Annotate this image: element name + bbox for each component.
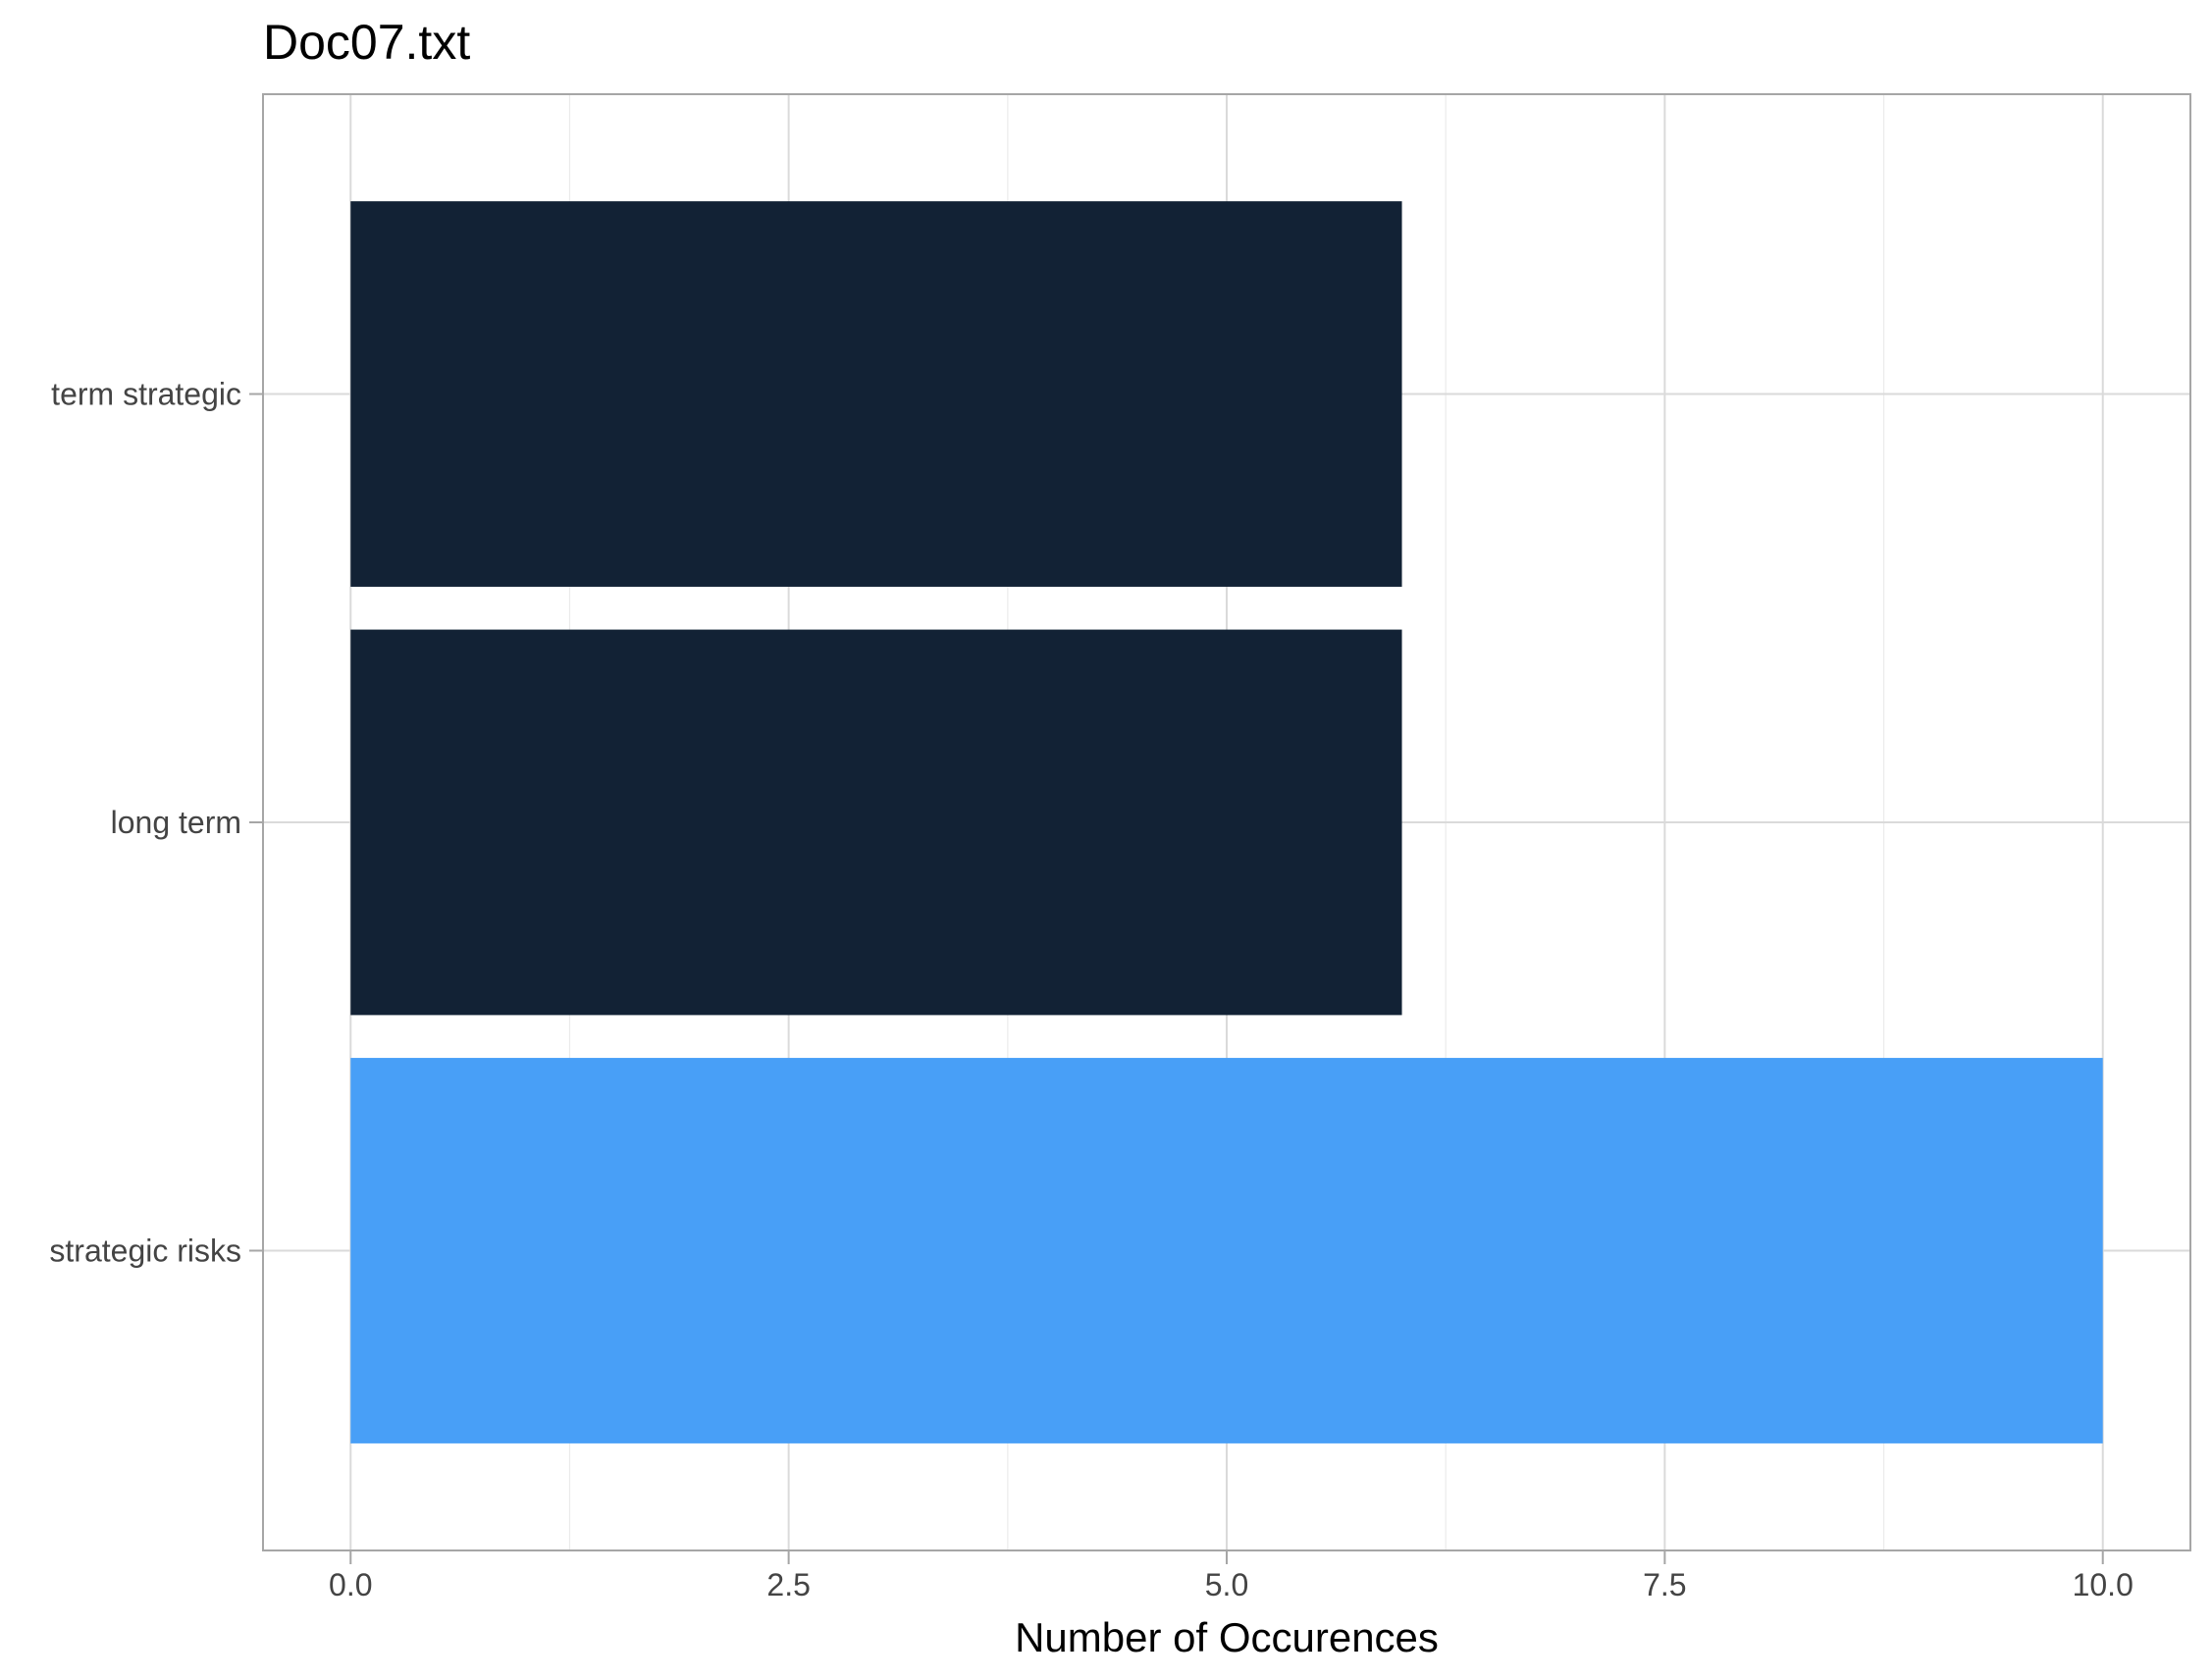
y-axis-ticks: strategic risks long term term strategic [49,377,263,1268]
x-tick-label: 7.5 [1643,1567,1686,1602]
x-tick-label: 0.0 [329,1567,372,1602]
bar [350,1058,2103,1444]
x-tick-label: 2.5 [766,1567,810,1602]
y-tick-label: strategic risks [49,1233,241,1268]
y-tick-label: long term [111,805,241,840]
bars [350,201,2103,1444]
bar [350,629,1402,1016]
x-axis-ticks: 0.0 2.5 5.0 7.5 10.0 [329,1550,2133,1602]
x-tick-label: 10.0 [2073,1567,2133,1602]
x-axis-title: Number of Occurences [1015,1614,1439,1660]
y-tick-label: term strategic [51,377,241,412]
x-tick-label: 5.0 [1205,1567,1248,1602]
bar [350,201,1402,587]
chart-title: Doc07.txt [263,15,470,70]
